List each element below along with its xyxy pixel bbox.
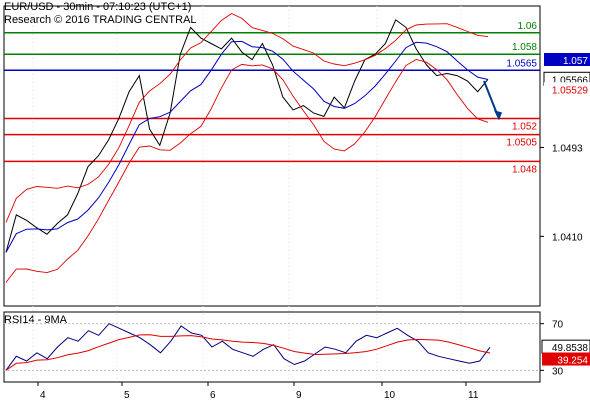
level-label: 1.052 <box>512 122 537 133</box>
price-line <box>5 19 489 253</box>
bollinger-upper-band <box>5 12 489 223</box>
level-label: 1.048 <box>512 164 537 175</box>
forecast-arrow-shaft <box>483 80 499 117</box>
price-value-label: 1.057 <box>563 56 588 67</box>
level-label: 1.06 <box>518 21 538 32</box>
price-panel-frame <box>3 5 541 307</box>
rsi-value-label: 39.254 <box>557 356 588 367</box>
x-tick-label: 10 <box>384 390 396 400</box>
rsi-y-tick-label: 30 <box>552 366 564 377</box>
chart-header-source: Research © 2016 TRADING CENTRAL <box>4 14 197 26</box>
x-tick-label: 9 <box>296 390 302 400</box>
price-value-box <box>544 82 590 96</box>
rsi-ma-line <box>5 334 491 371</box>
rsi-line <box>5 323 491 371</box>
x-tick-label: 11 <box>468 390 479 400</box>
x-tick-label: 6 <box>210 390 216 400</box>
level-label: 1.058 <box>512 42 537 53</box>
bollinger-lower-band <box>5 59 489 283</box>
price-y-tick-label: 1.0410 <box>552 232 583 243</box>
x-tick-label: 4 <box>40 390 46 400</box>
chart-header-symbol: EUR/USD - 30min - 07:10:23 (UTC+1) <box>4 1 192 13</box>
rsi-panel-frame <box>3 311 541 383</box>
rsi-y-tick-label: 70 <box>552 320 564 331</box>
price-value-box <box>544 53 590 66</box>
rsi-value-label: 49.8538 <box>552 343 589 354</box>
forecast-arrow-head <box>494 110 502 121</box>
moving-average-line <box>5 40 489 253</box>
level-label: 1.0505 <box>506 138 537 149</box>
price-value-label: 1.05529 <box>552 85 589 96</box>
rsi-panel-title: RSI14 - 9MA <box>4 314 67 326</box>
x-tick-label: 5 <box>124 390 130 400</box>
rsi-value-box <box>542 352 590 366</box>
price-value-label: 1.05566 <box>552 75 589 86</box>
level-label: 1.0565 <box>506 58 537 69</box>
price-y-tick-label: 1.0493 <box>552 143 583 154</box>
